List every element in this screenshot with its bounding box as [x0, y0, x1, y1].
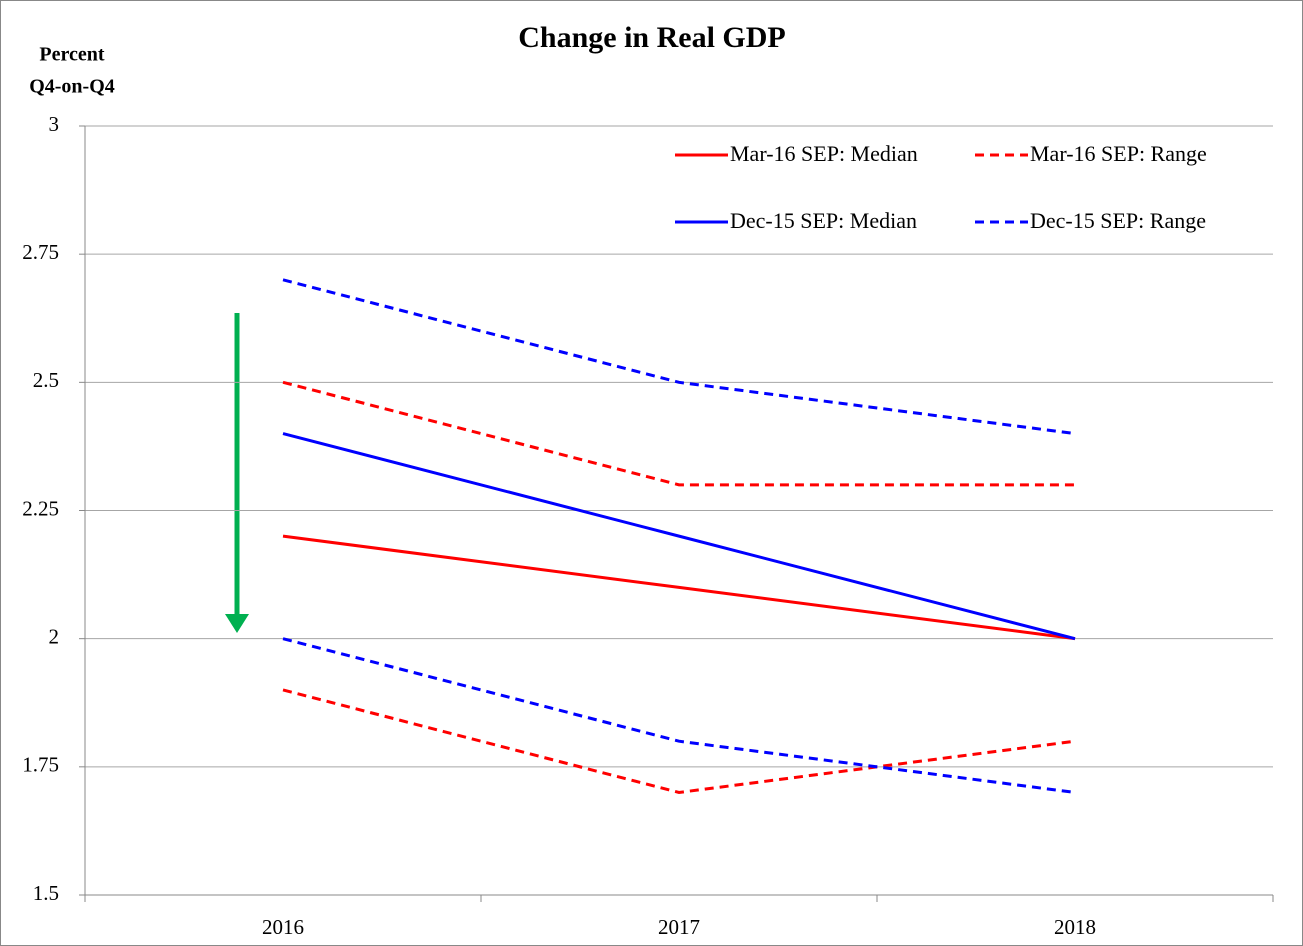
y-tick-label: 2.75 [22, 240, 59, 264]
legend-label: Dec-15 SEP: Range [1030, 208, 1206, 233]
chart-title: Change in Real GDP [518, 21, 786, 54]
x-tick-label: 2016 [262, 915, 304, 939]
x-tick-label: 2018 [1054, 915, 1096, 939]
series-line [282, 278, 1076, 436]
x-tick-label: 2017 [658, 915, 700, 939]
legend-label: Mar-16 SEP: Median [730, 141, 918, 166]
series-line [282, 380, 1075, 487]
series-line [282, 688, 1076, 794]
y-tick-label: 1.5 [33, 881, 59, 905]
legend-label: Dec-15 SEP: Median [730, 208, 917, 233]
y-tick-label: 2.5 [33, 368, 59, 392]
y-tick-label: 2.25 [22, 496, 59, 520]
y-tick-label: 2 [49, 624, 60, 648]
series-line [282, 432, 1076, 641]
legend-label: Mar-16 SEP: Range [1030, 141, 1207, 166]
y-axis-label: Percent [39, 44, 104, 66]
series-line [282, 637, 1076, 794]
series-line [282, 534, 1076, 641]
annotation-arrow [225, 313, 249, 633]
y-axis-label: Q4-on-Q4 [29, 76, 115, 98]
y-tick-label: 3 [49, 112, 60, 136]
y-tick-label: 1.75 [22, 753, 59, 777]
